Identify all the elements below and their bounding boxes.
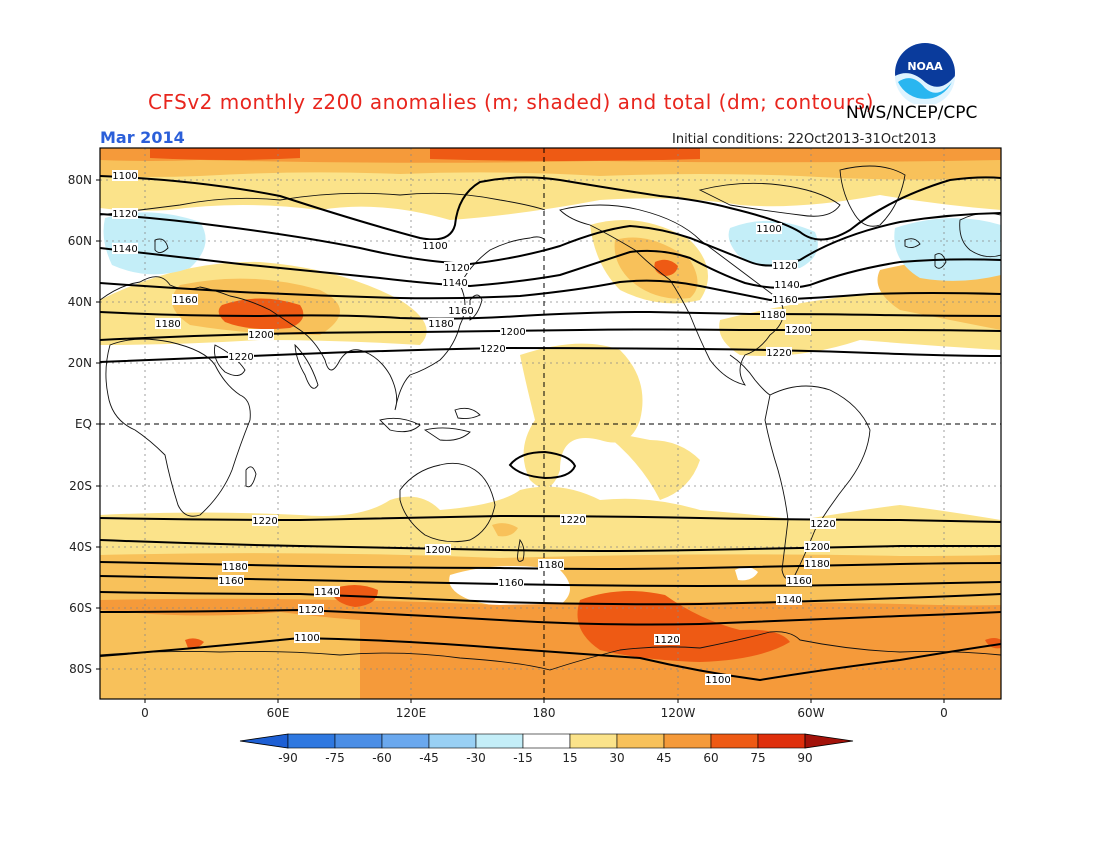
colorbar-bin xyxy=(757,733,806,749)
colorbar-bin xyxy=(569,733,618,749)
colorbar-level-label: 60 xyxy=(703,751,718,765)
colorbar-level-label: 90 xyxy=(797,751,812,765)
map-area: 1100 1100 1100 1100 1100 1120 1120 1120 … xyxy=(100,148,1001,699)
contour-label: 1120 xyxy=(298,605,323,616)
lat-label: 20S xyxy=(69,479,92,493)
lat-label: 40N xyxy=(68,295,92,309)
colorbar-level-label: -60 xyxy=(372,751,392,765)
contour-label: 1220 xyxy=(252,516,277,527)
agency-label: NWS/NCEP/CPC xyxy=(846,103,978,123)
lon-label: 60E xyxy=(267,706,290,720)
lat-label: EQ xyxy=(75,417,92,431)
noaa-logo: NOAA xyxy=(894,42,956,106)
colorbar-level-label: -15 xyxy=(513,751,533,765)
initial-conditions: Initial conditions: 22Oct2013-31Oct2013 xyxy=(672,132,937,147)
lon-label: 0 xyxy=(940,706,948,720)
contour-label: 1120 xyxy=(112,209,137,220)
lat-label: 60S xyxy=(69,601,92,615)
contour-label: 1180 xyxy=(538,560,563,571)
contour-label: 1200 xyxy=(804,542,829,553)
colorbar-bin xyxy=(475,733,524,749)
contour-labels: 1100 1100 1100 1100 1100 1120 1120 1120 … xyxy=(112,170,836,686)
latitude-ticks xyxy=(96,179,100,670)
longitude-ticks xyxy=(144,699,945,703)
colorbar-bin xyxy=(287,733,336,749)
contour-label: 1180 xyxy=(760,310,785,321)
contour-label: 1220 xyxy=(480,344,505,355)
colorbar-bin xyxy=(381,733,430,749)
contour-label: 1160 xyxy=(498,578,523,589)
contour-label: 1220 xyxy=(228,352,253,363)
contour-label: 1220 xyxy=(560,515,585,526)
contour-label: 1100 xyxy=(422,241,447,252)
contour-label: 1160 xyxy=(218,576,243,587)
lat-label: 80S xyxy=(69,662,92,676)
colorbar: -90 -75 -60 -45 -30 -15 15 30 45 60 75 90 xyxy=(239,733,854,765)
longitude-labels: 0 60E 120E 180 120W 60W 0 xyxy=(141,706,948,720)
lon-label: 120W xyxy=(661,706,696,720)
height-contours xyxy=(100,175,1001,682)
contour-label: 1180 xyxy=(804,559,829,570)
contour-label: 1220 xyxy=(766,348,791,359)
contour-label: 1100 xyxy=(705,675,730,686)
contour-label: 1120 xyxy=(654,635,679,646)
lon-label: 0 xyxy=(141,706,149,720)
contour-label: 1100 xyxy=(112,171,137,182)
map-title: CFSv2 monthly z200 anomalies (m; shaded)… xyxy=(148,90,874,114)
contour-label: 1140 xyxy=(314,587,339,598)
contour-label: 1160 xyxy=(448,306,473,317)
contour-label: 1140 xyxy=(774,280,799,291)
colorbar-level-label: -75 xyxy=(325,751,345,765)
latitude-labels: 80N 60N 40N 20N EQ 20S 40S 60S 80S xyxy=(68,173,92,676)
forecast-month: Mar 2014 xyxy=(100,128,185,147)
lat-label: 60N xyxy=(68,234,92,248)
colorbar-bin xyxy=(616,733,665,749)
contour-label: 1200 xyxy=(425,545,450,556)
colorbar-bin xyxy=(522,733,571,749)
contour-label: 1160 xyxy=(786,576,811,587)
colorbar-bin xyxy=(428,733,477,749)
colorbar-level-label: -90 xyxy=(278,751,298,765)
contour-label: 1160 xyxy=(172,295,197,306)
lat-label: 40S xyxy=(69,540,92,554)
lon-label: 120E xyxy=(396,706,427,720)
contour-label: 1180 xyxy=(155,319,180,330)
colorbar-bin xyxy=(334,733,383,749)
colorbar-level-label: -45 xyxy=(419,751,439,765)
colorbar-bin xyxy=(663,733,712,749)
colorbar-high-arrow xyxy=(804,733,854,749)
lat-label: 20N xyxy=(68,356,92,370)
contour-label: 1120 xyxy=(444,263,469,274)
contour-label: 1120 xyxy=(772,261,797,272)
lon-label: 180 xyxy=(533,706,556,720)
colorbar-low-arrow xyxy=(239,733,289,749)
colorbar-level-label: -30 xyxy=(466,751,486,765)
contour-label: 1200 xyxy=(500,327,525,338)
svg-text:NOAA: NOAA xyxy=(907,60,943,73)
contour-label: 1140 xyxy=(112,244,137,255)
contour-label: 1160 xyxy=(772,295,797,306)
lat-label: 80N xyxy=(68,173,92,187)
contour-label: 1100 xyxy=(756,224,781,235)
contour-label: 1180 xyxy=(222,562,247,573)
contour-label: 1100 xyxy=(294,633,319,644)
lon-label: 60W xyxy=(797,706,824,720)
contour-label: 1140 xyxy=(442,278,467,289)
colorbar-level-label: 30 xyxy=(609,751,624,765)
contour-label: 1180 xyxy=(428,319,453,330)
colorbar-level-label: 15 xyxy=(562,751,577,765)
contour-label: 1140 xyxy=(776,595,801,606)
contour-label: 1200 xyxy=(785,325,810,336)
contour-label: 1220 xyxy=(810,519,835,530)
colorbar-bin xyxy=(710,733,759,749)
colorbar-level-label: 75 xyxy=(750,751,765,765)
colorbar-level-label: 45 xyxy=(656,751,671,765)
contour-label: 1200 xyxy=(248,330,273,341)
coastlines xyxy=(100,165,1001,671)
